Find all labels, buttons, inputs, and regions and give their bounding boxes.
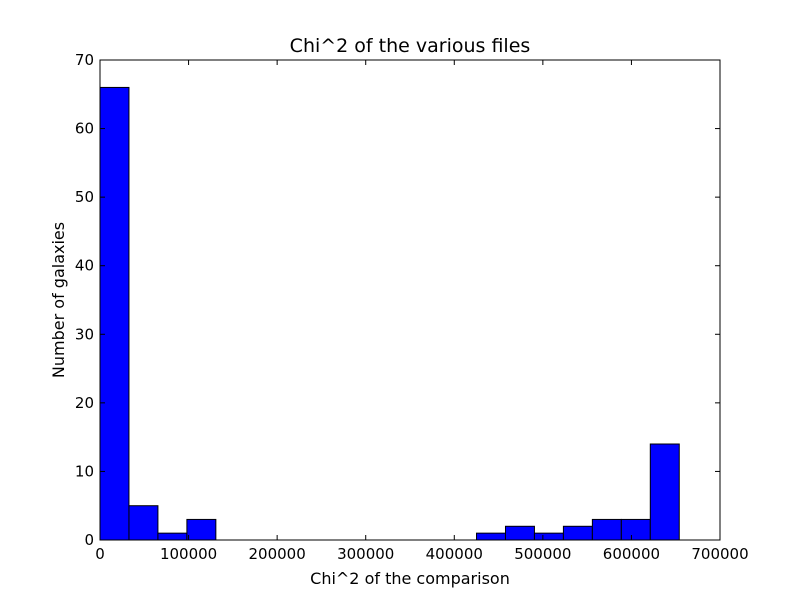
x-tick-label-0: 0 [95, 545, 105, 563]
y-tick-label-4: 40 [75, 257, 94, 275]
histogram-bar-2 [157, 532, 188, 541]
x-tick-label-7: 700000 [691, 545, 748, 563]
histogram-bar-15 [533, 532, 564, 541]
x-tick-label-3: 300000 [337, 545, 394, 563]
y-tick-label-1: 10 [75, 462, 94, 480]
chart-title: Chi^2 of the various files [290, 35, 531, 57]
histogram-bar-18 [620, 518, 651, 541]
y-tick-label-2: 20 [75, 394, 94, 412]
y-tick-label-3: 30 [75, 325, 94, 343]
x-tick-label-2: 200000 [249, 545, 306, 563]
x-axis-title: Chi^2 of the comparison [310, 569, 510, 588]
x-tick-label-1: 100000 [160, 545, 217, 563]
x-tick-label-5: 500000 [514, 545, 571, 563]
histogram-bar-16 [562, 525, 593, 541]
histogram-bar-19 [649, 443, 680, 541]
histogram-bar-17 [591, 518, 622, 541]
y-tick-label-6: 60 [75, 120, 94, 138]
histogram-bar-14 [504, 525, 535, 541]
y-tick-label-7: 70 [75, 51, 94, 69]
y-tick-label-0: 0 [84, 531, 94, 549]
y-tick-label-5: 50 [75, 188, 94, 206]
plot-frame [99, 59, 721, 541]
x-tick-label-4: 400000 [426, 545, 483, 563]
y-tick-labels: 0 10 20 30 40 50 60 70 [75, 51, 94, 549]
x-tick-labels: 0 100000 200000 300000 400000 500000 600000 700… [95, 545, 748, 563]
histogram-bar-13 [476, 532, 506, 541]
bars-layer [99, 86, 680, 541]
histogram-bar-1 [128, 505, 159, 541]
ticks-layer [99, 59, 721, 541]
histogram-bar-0 [99, 86, 130, 541]
histogram-bar-3 [186, 518, 217, 541]
x-tick-label-6: 600000 [603, 545, 660, 563]
y-axis-title: Number of galaxies [49, 222, 68, 378]
